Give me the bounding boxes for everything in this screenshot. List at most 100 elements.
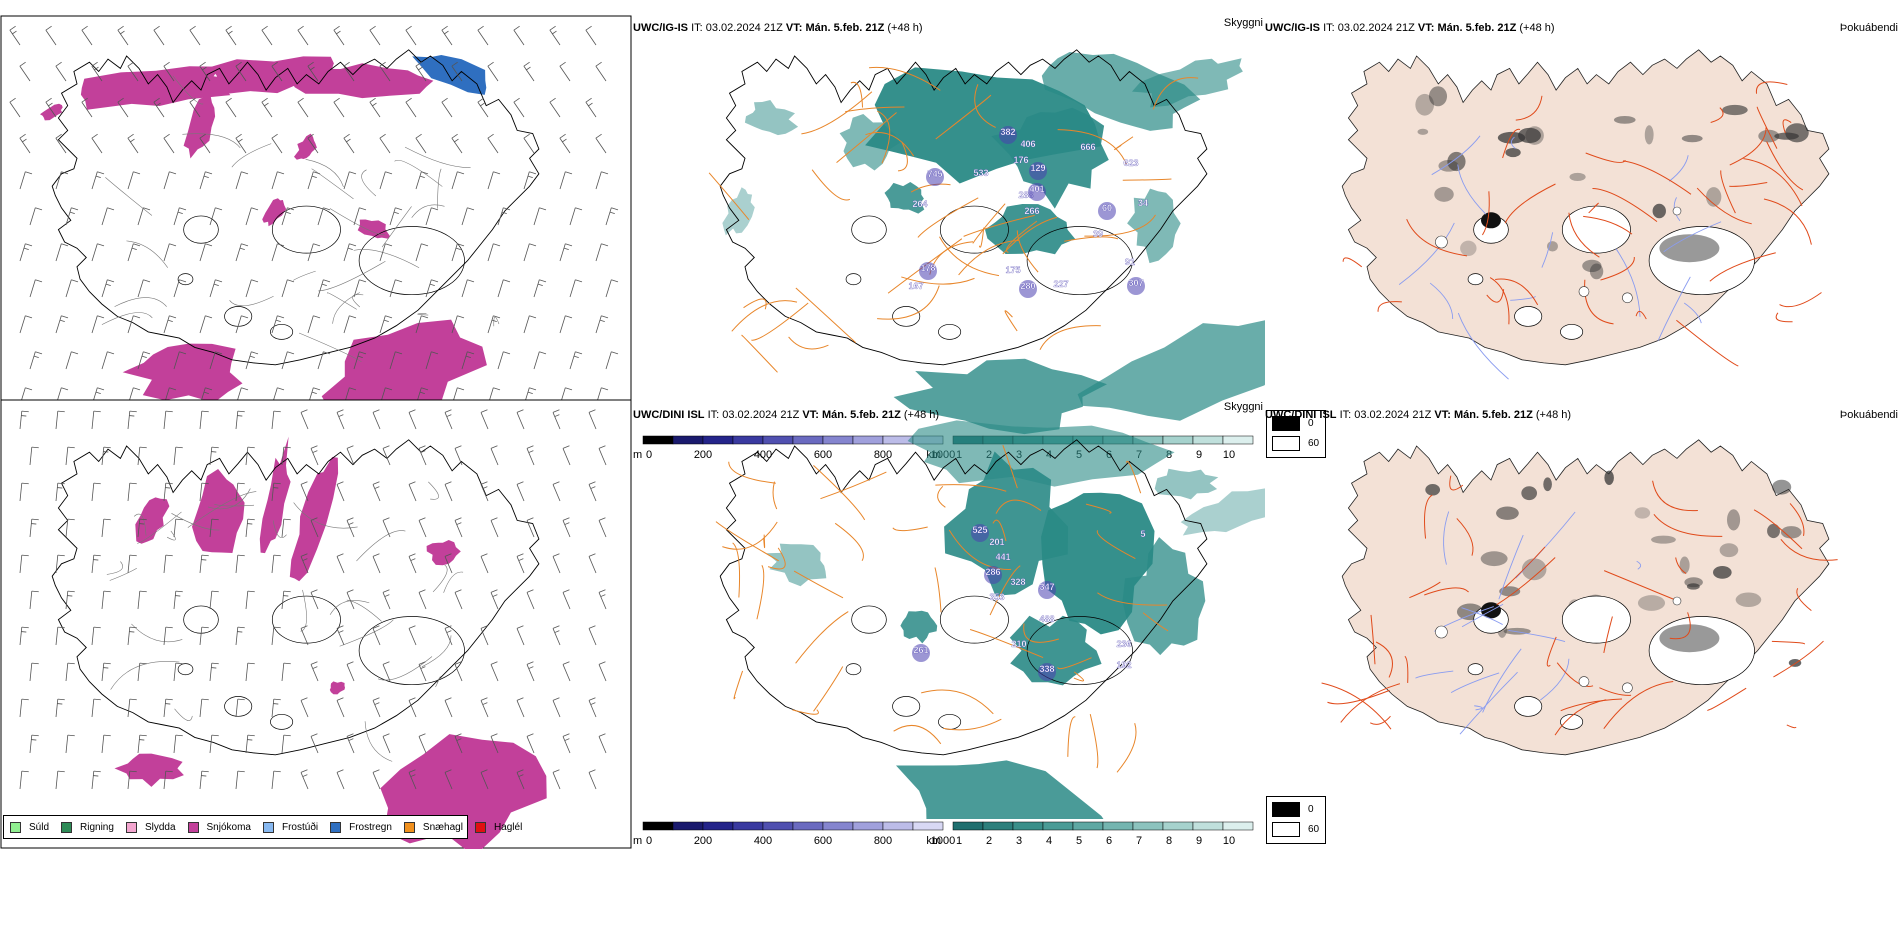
road-line: [1321, 682, 1392, 730]
legend-swatch: [187, 821, 199, 833]
fog-patch: [1521, 558, 1547, 581]
road-line: [974, 84, 996, 128]
forecast-row-dini: UWC/DINI ISL IT: 03.02.2024 21Z VT: Mán.…: [0, 393, 1900, 849]
freezing-rain-area: [412, 55, 487, 95]
low-visibility-area: [893, 358, 1107, 435]
road-line: [751, 302, 809, 341]
cbar-m-segment: [732, 821, 764, 831]
river-line: [1398, 222, 1455, 285]
cbar-km-tick: 6: [1106, 835, 1112, 847]
ceiling-cell: [1098, 202, 1116, 220]
fog-patch: [1496, 506, 1519, 520]
cbar-km-segment: [1042, 821, 1074, 831]
cbar-m-tick: 0: [646, 449, 652, 461]
cbar-km-segment: [1222, 821, 1254, 831]
river-line: [1541, 232, 1554, 268]
glacier: [1560, 714, 1584, 730]
precip-map-svg: [0, 15, 632, 465]
precip-type-legend: Súld Rigning Slydda Snjókoma Frostúði Frostre…: [3, 815, 522, 839]
snow-area: [357, 219, 390, 239]
road-line: [865, 132, 915, 157]
road-line: [1603, 680, 1674, 729]
vt-value: Mán. 5.feb. 21Z: [1453, 409, 1533, 421]
cbar-m-segment: [792, 821, 824, 831]
road-line: [1729, 181, 1768, 187]
ceiling-value: 167: [908, 281, 923, 291]
fog-patch: [1447, 151, 1466, 172]
cbar-m-tick: 600: [814, 449, 832, 461]
low-visibility-area: [766, 543, 827, 587]
model-name: UWC/IG-IS: [633, 22, 688, 34]
road-line: [788, 336, 829, 350]
cbar-m-tick: 400: [754, 835, 772, 847]
fog-patch: [1460, 240, 1477, 257]
road-line: [728, 461, 776, 484]
fog-patch: [1604, 470, 1614, 485]
road-line: [732, 542, 741, 598]
road-line: [1089, 714, 1099, 769]
panel-title-ceiling: Skyggni: [1223, 17, 1263, 29]
snow-area: [294, 133, 317, 160]
road-line: [939, 236, 1000, 277]
road-line: [1016, 230, 1039, 273]
snow-area: [192, 469, 245, 553]
fog-patch: [1425, 484, 1441, 496]
road-line: [1085, 503, 1112, 514]
fog-legend-label: 0: [1308, 418, 1314, 429]
legend-label: Rigning: [80, 821, 114, 833]
road-line: [1676, 319, 1739, 367]
road-line: [972, 203, 1006, 244]
precip-type-map: [0, 399, 632, 849]
river-line: [1510, 136, 1516, 149]
low-visibility-area: [722, 187, 755, 236]
road-line: [715, 521, 779, 562]
road-line: [792, 709, 819, 715]
it-label: IT:: [1339, 409, 1352, 421]
legend-item: Frostregn: [330, 821, 392, 833]
fog-legend-item: 60: [1272, 436, 1319, 451]
cbar-km-tick: 7: [1136, 835, 1142, 847]
road-line: [1603, 616, 1613, 654]
fog-patch: [1679, 556, 1690, 574]
fog-patch: [1788, 658, 1802, 667]
road-line: [767, 547, 786, 570]
cbar-km-segment: [1102, 821, 1134, 831]
wind-barbs: [9, 25, 619, 406]
road-line: [1786, 724, 1797, 729]
road-line: [992, 519, 1007, 542]
fog-patch: [1722, 104, 1748, 116]
ceiling-cell: [1038, 581, 1056, 599]
low-visibility-area: [900, 610, 938, 644]
road-line: [1057, 657, 1092, 670]
road-line: [1556, 662, 1594, 687]
cbar-km-segment: [1012, 821, 1044, 831]
fog-patch: [1785, 123, 1809, 143]
fog-patch: [1434, 186, 1454, 202]
cbar-m-tick: 1000: [931, 835, 955, 847]
low-visibility-area: [1180, 488, 1265, 536]
low-visibility-area: [991, 107, 1109, 209]
ceiling-value: 227: [1053, 279, 1068, 289]
ceiling-value: 745: [927, 169, 942, 179]
legend-swatch: [10, 821, 21, 833]
legend-label: Súld: [29, 821, 50, 833]
road-line: [1125, 460, 1142, 494]
legend-item: Haglél: [474, 821, 522, 833]
ceiling-value: 382: [1000, 127, 1015, 137]
road-line: [1782, 119, 1792, 134]
road-line: [1554, 699, 1607, 736]
low-visibility-area: [907, 420, 1175, 487]
road-line: [1064, 236, 1119, 242]
glacier: [1467, 273, 1484, 286]
road-line: [1756, 81, 1788, 94]
fog-index-map: [1265, 15, 1900, 435]
river-line: [1474, 705, 1483, 711]
river-line: [1457, 164, 1487, 215]
precip-type-map: [0, 15, 632, 465]
fog-legend-item: 60: [1272, 822, 1319, 837]
road-line: [1023, 623, 1059, 643]
snow-area: [183, 94, 216, 159]
ceiling-value: 210: [1011, 639, 1026, 649]
